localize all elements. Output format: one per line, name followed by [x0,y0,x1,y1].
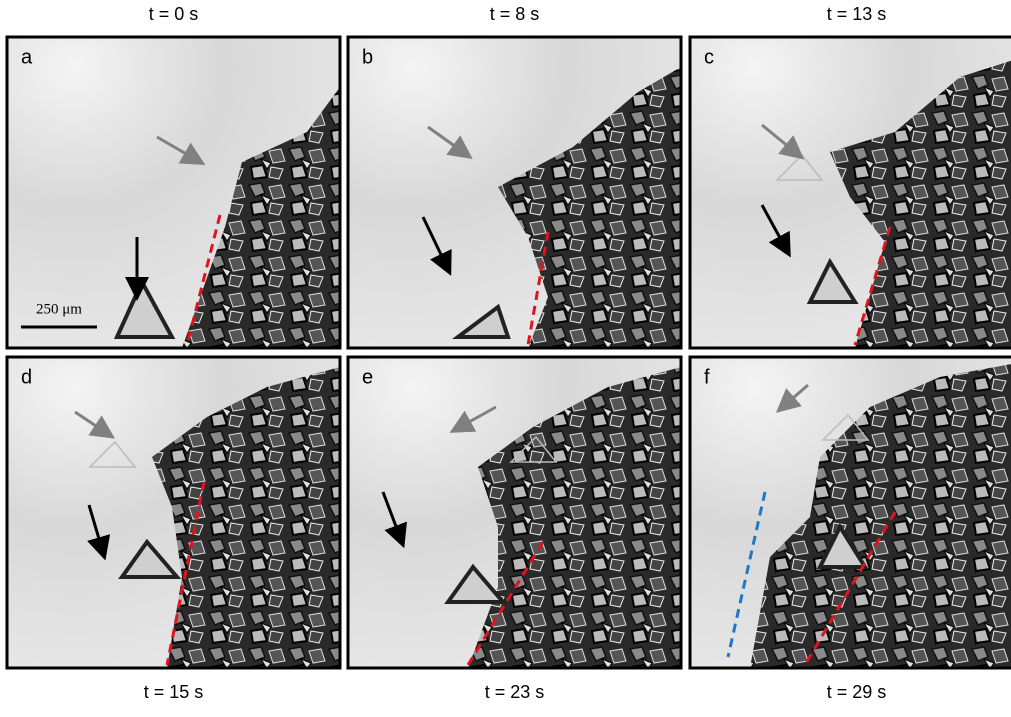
gray-arrow [427,125,473,159]
black-arrow [87,504,111,561]
crystal [816,522,869,569]
time-label: t = 13 s [827,4,887,24]
time-label: t = 15 s [144,682,204,702]
panel: f t = 29 s [688,355,1011,702]
faint-crystal [88,440,137,468]
panel-label: e [362,366,373,388]
panel-frame [346,355,683,670]
faint-crystal [509,435,558,463]
scale-bar-label: 250 μm [36,301,82,317]
front-line-blue [726,491,767,658]
panel-image [348,357,681,668]
gray-arrow [74,410,115,439]
panel-label: b [362,46,373,68]
gray-arrow [156,135,206,166]
panel-frame [346,35,683,350]
time-label: t = 29 s [827,682,887,702]
black-arrow [760,204,791,258]
gray-arrow [449,405,497,433]
panel-image [690,357,1011,668]
panel-image [690,37,1011,348]
time-label: t = 8 s [490,4,540,24]
front-line [185,214,222,346]
panel: a t = 0 s 250 μm [5,4,342,350]
panel: c t = 13 s [688,4,1011,350]
crystal-mass [468,367,681,668]
faint-crystal [775,153,824,181]
black-arrow [421,216,452,276]
crystal-mass [152,367,340,668]
gray-arrow [775,383,809,413]
time-label: t = 0 s [149,4,199,24]
faint-crystal [821,413,870,441]
gray-arrow [761,123,805,160]
crystal-mass [182,87,340,348]
panel-frame [688,355,1011,670]
panel-image [7,37,340,348]
crystal [118,538,182,579]
panel-label: a [21,46,33,68]
panel-image [7,357,340,668]
panel: d t = 15 s [5,355,342,702]
panel-label: f [704,366,710,388]
front-line [165,481,206,666]
front-line [466,541,545,666]
panel-label: c [704,46,714,68]
crystal [806,257,859,304]
crystal-mass [498,67,681,348]
panel-label: d [21,366,32,388]
panel-frame [5,355,342,670]
black-arrow [381,491,407,549]
panel-image [348,37,681,348]
time-label: t = 23 s [485,682,545,702]
crystal [452,303,511,339]
crystal [113,277,176,339]
crystal [444,563,508,604]
panel: e t = 23 s [346,355,683,702]
panel-frame [5,35,342,350]
front-line [853,226,892,346]
panel: b t = 8 s [346,4,683,350]
crystal-mass [830,60,1011,348]
crystal-mass [750,364,1011,668]
front-line [526,231,550,346]
panel-frame [688,35,1011,350]
